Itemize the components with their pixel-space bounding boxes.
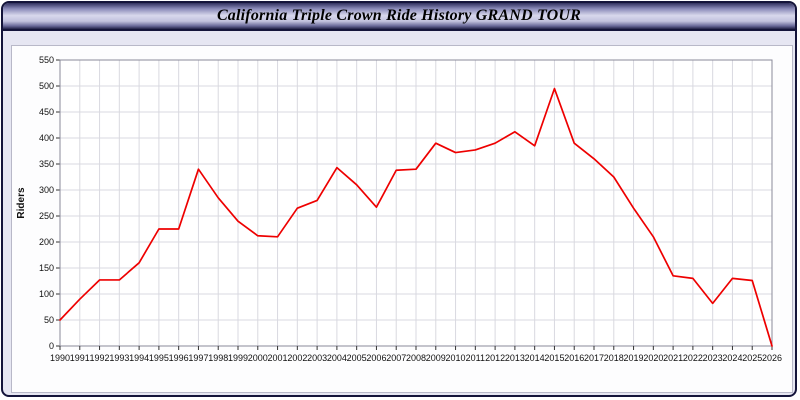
y-tick-label: 350 — [39, 159, 54, 169]
x-tick-label: 2015 — [544, 353, 564, 363]
x-tick-label: 2010 — [446, 353, 466, 363]
x-tick-label: 2022 — [683, 353, 703, 363]
title-bar: California Triple Crown Ride History GRA… — [3, 3, 795, 31]
y-tick-label: 300 — [39, 185, 54, 195]
x-tick-label: 1998 — [208, 353, 228, 363]
x-tick-label: 2013 — [505, 353, 525, 363]
x-tick-label: 2002 — [287, 353, 307, 363]
x-tick-label: 1993 — [109, 353, 129, 363]
x-tick-label: 2006 — [366, 353, 386, 363]
x-tick-label: 1991 — [70, 353, 90, 363]
y-tick-label: 400 — [39, 133, 54, 143]
x-tick-label: 2012 — [485, 353, 505, 363]
y-tick-label: 0 — [49, 341, 54, 351]
x-tick-label: 2003 — [307, 353, 327, 363]
x-tick-label: 2018 — [604, 353, 624, 363]
x-tick-label: 2023 — [703, 353, 723, 363]
y-tick-label: 200 — [39, 237, 54, 247]
y-axis-title: Riders — [16, 187, 27, 219]
x-tick-label: 1994 — [129, 353, 149, 363]
chart-title: California Triple Crown Ride History GRA… — [216, 7, 582, 24]
y-tick-label: 500 — [39, 81, 54, 91]
chart-panel: 0 50 100 150 200 250 300 350 400 450 500 550 1990 199… — [11, 45, 793, 393]
x-tick-label: 2017 — [584, 353, 604, 363]
x-tick-label: 2014 — [525, 353, 545, 363]
x-tick-label: 1997 — [188, 353, 208, 363]
y-tick-label: 250 — [39, 211, 54, 221]
x-tick-label: 2019 — [624, 353, 644, 363]
x-tick-label: 2020 — [643, 353, 663, 363]
x-tick-label: 1992 — [90, 353, 110, 363]
x-tick-label: 1990 — [50, 353, 70, 363]
x-tick-label: 1995 — [149, 353, 169, 363]
x-tick-label: 2024 — [722, 353, 742, 363]
x-tick-label: 2026 — [762, 353, 782, 363]
y-tick-label: 450 — [39, 107, 54, 117]
y-tick-label: 50 — [44, 315, 54, 325]
y-tick-label: 150 — [39, 263, 54, 273]
x-tick-label: 2004 — [327, 353, 347, 363]
x-tick-label: 2008 — [406, 353, 426, 363]
x-tick-label: 2016 — [564, 353, 584, 363]
x-tick-label: 2025 — [742, 353, 762, 363]
x-tick-label: 1996 — [169, 353, 189, 363]
riders-data-line — [59, 87, 773, 347]
x-tick-label: 2001 — [268, 353, 288, 363]
x-tick-label: 2000 — [248, 353, 268, 363]
x-tick-label: 2009 — [426, 353, 446, 363]
x-tick-label: 2011 — [466, 353, 485, 363]
y-tick-label: 550 — [39, 55, 54, 65]
x-tick-label: 2007 — [386, 353, 406, 363]
x-tick-label: 2021 — [663, 353, 683, 363]
y-tick-label: 100 — [39, 289, 54, 299]
x-tick-label: 1999 — [228, 353, 248, 363]
x-tick-label: 2005 — [347, 353, 367, 363]
